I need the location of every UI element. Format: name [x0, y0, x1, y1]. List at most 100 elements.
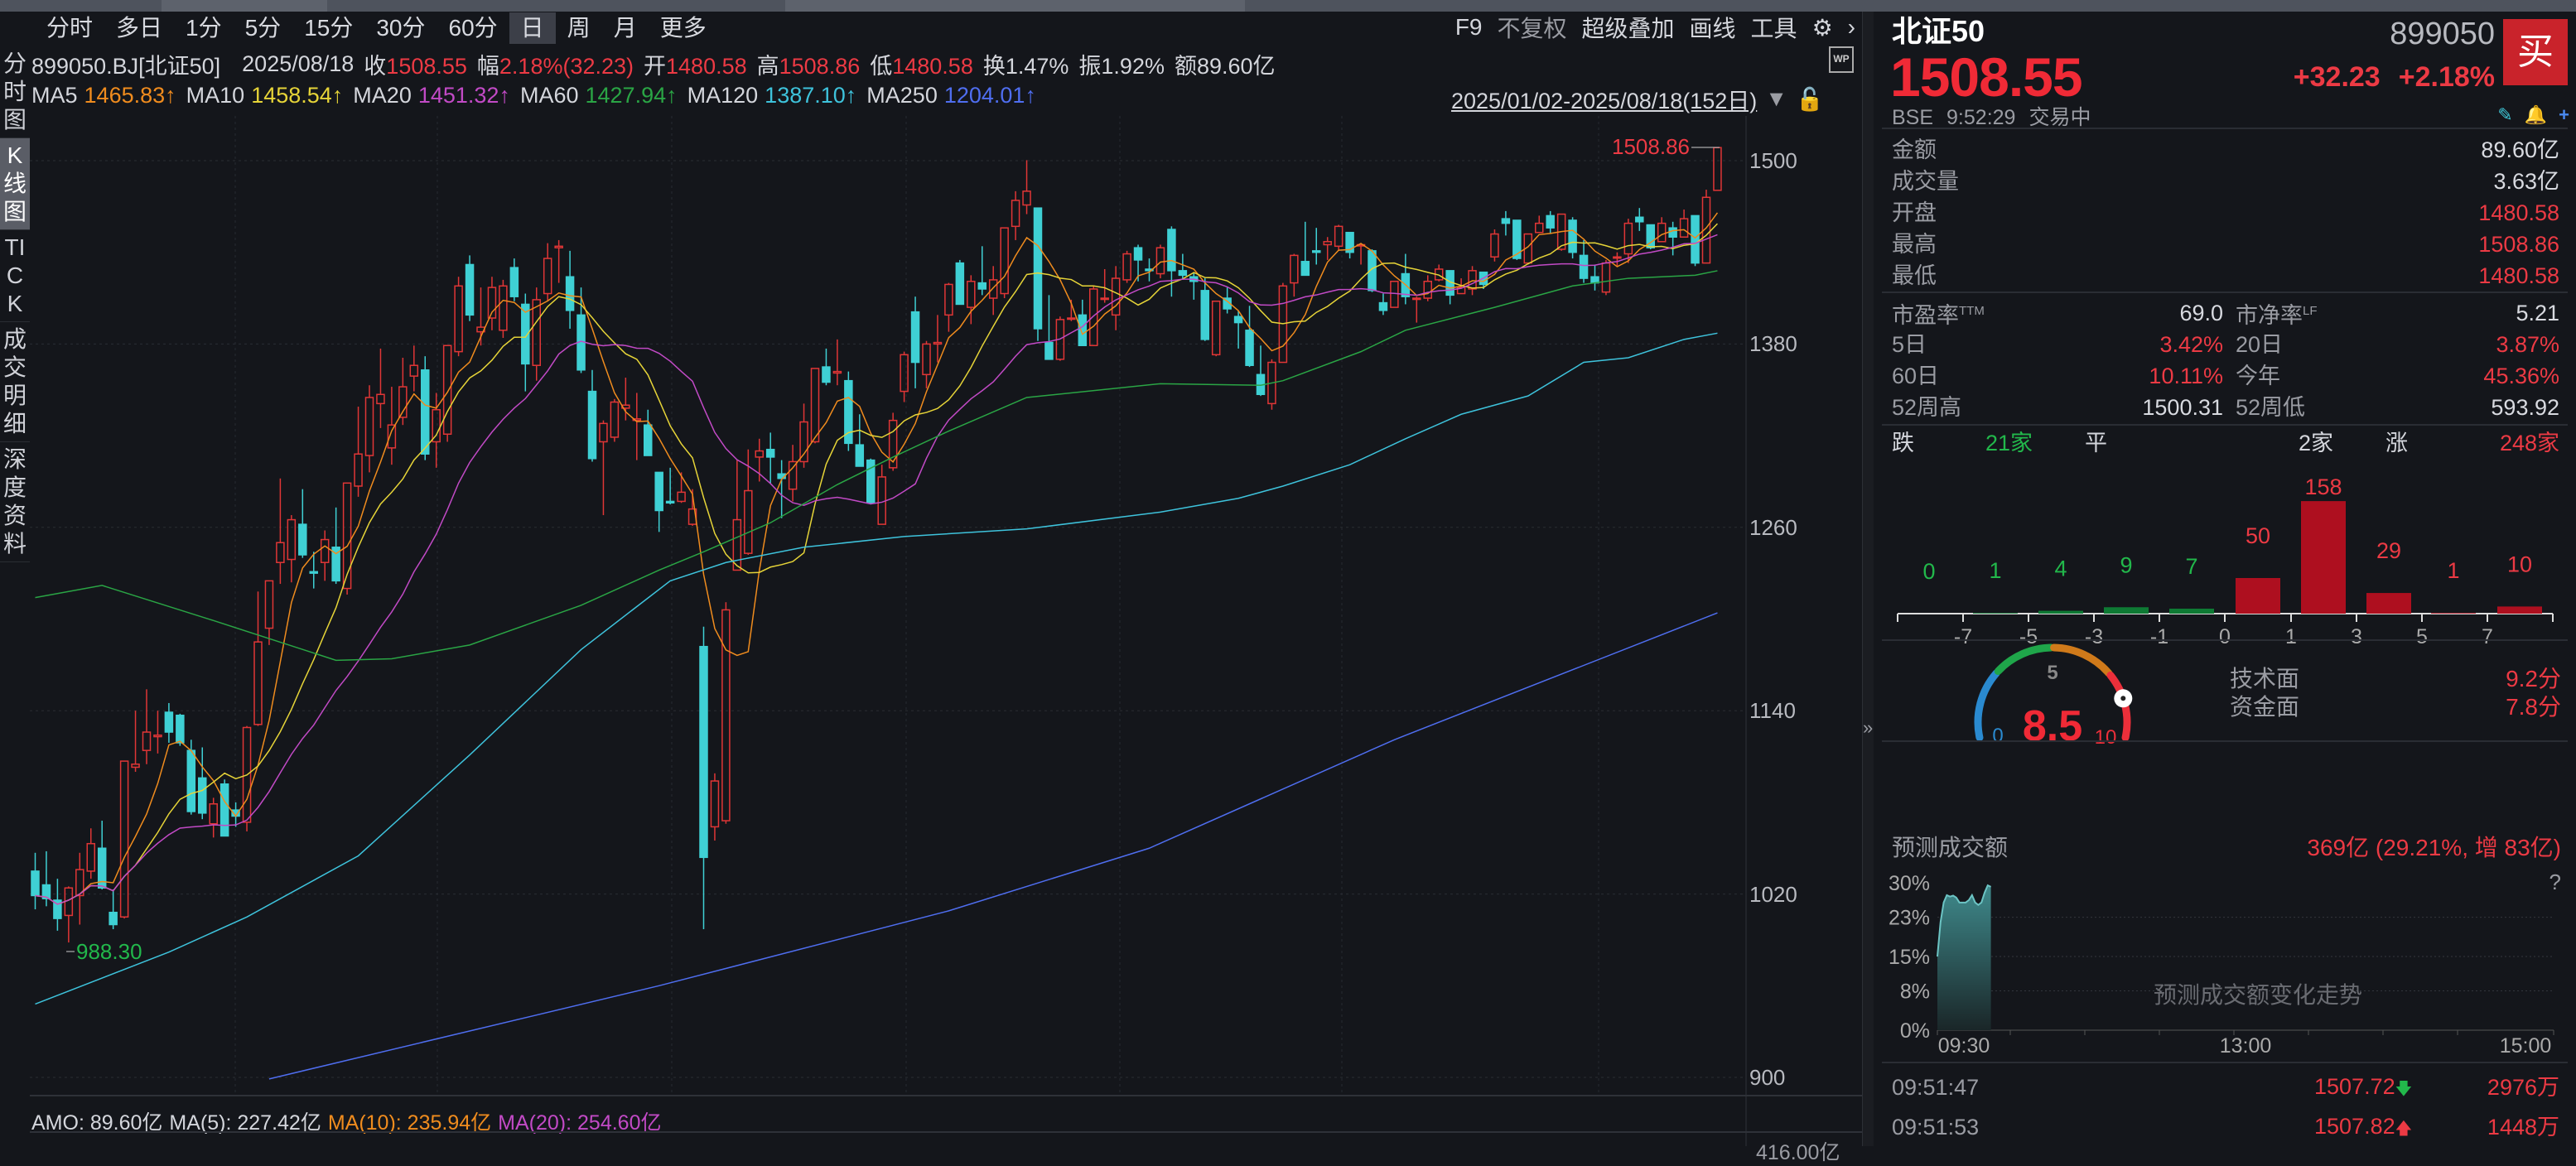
- kline-chart[interactable]: 1508.86 988.30: [0, 0, 1862, 1146]
- candle-body: [832, 370, 842, 374]
- date-range-selector[interactable]: 2025/01/02-2025/08/18(152日): [1451, 89, 1758, 113]
- left-tab[interactable]: K线图: [0, 138, 30, 230]
- score-breakdown: 技术面 9.2分 资金面 7.8分: [2230, 666, 2561, 722]
- period-tab[interactable]: 1分: [186, 15, 222, 41]
- candle-body: [1668, 227, 1677, 238]
- close-label: 收: [364, 54, 387, 79]
- candle: [276, 478, 285, 585]
- f9-button[interactable]: F9: [1454, 14, 1483, 40]
- lock-icon[interactable]: 🔓: [1796, 86, 1824, 112]
- candle-body: [1546, 214, 1555, 229]
- candle: [1312, 228, 1321, 265]
- candle: [1646, 224, 1655, 250]
- period-tab[interactable]: 周: [567, 15, 591, 41]
- draw-line-button[interactable]: 画线: [1689, 16, 1736, 41]
- gauge-orange-arc: [2050, 643, 2113, 677]
- turnover-rate: 换1.47%: [982, 54, 1069, 79]
- candle: [1501, 210, 1511, 236]
- candle: [1423, 275, 1432, 301]
- exchange: BSE: [1892, 106, 1934, 129]
- chevron-right-icon[interactable]: ›: [1847, 14, 1855, 40]
- bell-icon[interactable]: 🔔: [2524, 104, 2548, 125]
- left-tab[interactable]: 深度资料: [0, 442, 30, 562]
- candle: [1290, 253, 1299, 297]
- candle: [1100, 268, 1109, 303]
- window-title-strip: [0, 0, 2576, 12]
- period-tab[interactable]: 分时: [46, 15, 94, 41]
- candle-body: [1067, 317, 1076, 320]
- candle-body: [1613, 256, 1622, 259]
- candle: [922, 340, 931, 388]
- candle-body: [1145, 268, 1154, 272]
- candle-body: [409, 364, 419, 377]
- stat-cell: 52周高 1500.31: [1892, 392, 2223, 423]
- buy-button[interactable]: 买: [2503, 19, 2568, 85]
- candle-body: [153, 734, 162, 738]
- period-tab[interactable]: 更多: [659, 15, 707, 41]
- ma-label: MA5: [31, 83, 78, 108]
- candle: [487, 277, 497, 330]
- stat-sup: TTM: [1959, 303, 1985, 318]
- plus-icon[interactable]: +: [2559, 104, 2569, 125]
- forecast-y-label: 8%: [1900, 980, 1930, 1004]
- distribution-tick-label: -1: [2150, 625, 2168, 648]
- stat-label: 市净率LF: [2236, 298, 2318, 329]
- candle: [1512, 219, 1522, 260]
- gear-icon[interactable]: ⚙: [1811, 14, 1833, 41]
- tools-button[interactable]: 工具: [1750, 16, 1797, 41]
- distribution-bar: [1973, 613, 2018, 614]
- candle-body: [509, 267, 519, 297]
- period-tab[interactable]: 15分: [304, 15, 354, 41]
- pencil-icon[interactable]: ✎: [2497, 104, 2513, 125]
- candle: [632, 393, 642, 460]
- stat-cell: 5日 3.42%: [1892, 329, 2223, 360]
- candle: [1122, 250, 1131, 283]
- candle-body: [1601, 262, 1611, 293]
- ma-item: MA5 1465.83↑: [31, 83, 176, 108]
- stat-sup: LF: [2303, 303, 2318, 318]
- period-tab[interactable]: 60分: [448, 15, 498, 41]
- caret-down-icon[interactable]: ▼: [1765, 86, 1788, 111]
- candle: [1546, 210, 1555, 234]
- candle-body: [97, 847, 107, 889]
- distribution-tick-label: -3: [2085, 625, 2103, 648]
- stat-label: 20日: [2236, 331, 2283, 358]
- candle-body: [499, 285, 508, 331]
- panel-splitter[interactable]: »: [1862, 12, 1874, 1146]
- overlay-button[interactable]: 超级叠加: [1581, 16, 1675, 41]
- stat-value: 3.87%: [2496, 332, 2559, 357]
- candle-body: [364, 397, 374, 456]
- period-tab[interactable]: 日: [509, 12, 556, 44]
- candle-body: [276, 542, 285, 563]
- candle: [1490, 229, 1499, 262]
- left-tab[interactable]: 成交明细: [0, 322, 30, 442]
- trade-time: 09:51:47: [1892, 1075, 1980, 1100]
- distribution-count: 7: [2185, 554, 2197, 579]
- candle: [109, 889, 118, 930]
- left-tab[interactable]: TICK: [0, 230, 30, 322]
- period-tab[interactable]: 月: [613, 15, 637, 41]
- candle-body: [1278, 285, 1288, 364]
- candle-body: [955, 262, 965, 306]
- candle: [799, 403, 808, 468]
- distribution-count: 9: [2120, 552, 2132, 577]
- stat-value: 1480.58: [2478, 263, 2559, 288]
- help-icon[interactable]: ?: [2549, 870, 2561, 894]
- candle-body: [387, 424, 397, 449]
- period-tab[interactable]: 5分: [244, 15, 282, 41]
- trade-price-value: 1507.82: [2314, 1113, 2395, 1139]
- wp-icon[interactable]: WP: [1829, 46, 1854, 73]
- candle: [576, 287, 586, 373]
- ma-label: MA60: [519, 83, 579, 108]
- expand-icon[interactable]: »: [1863, 717, 1874, 738]
- candle: [665, 467, 675, 505]
- y-tick-label: 1380: [1749, 331, 1797, 357]
- vol-ma20: MA(20): 254.60亿: [498, 1111, 662, 1135]
- candle-body: [119, 760, 129, 918]
- left-tab[interactable]: 分时图: [0, 46, 30, 138]
- candle: [331, 507, 340, 585]
- adjust-button[interactable]: 不复权: [1497, 16, 1567, 41]
- period-tab[interactable]: 多日: [116, 15, 163, 41]
- period-tab[interactable]: 30分: [376, 15, 426, 41]
- candle: [64, 886, 74, 943]
